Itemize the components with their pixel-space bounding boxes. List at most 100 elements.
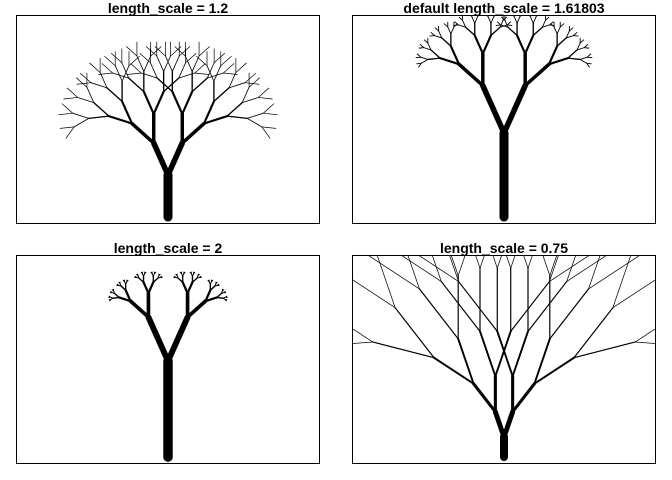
tree-branch	[434, 27, 440, 32]
tree-branch	[76, 82, 92, 85]
tree-branch	[527, 280, 568, 332]
tree-branch	[573, 35, 579, 37]
tree-branch	[353, 279, 396, 309]
tree-branch	[80, 72, 92, 84]
tree-panel-length-scale-0-75: length_scale = 0.75	[352, 240, 656, 476]
tree-branch	[634, 328, 655, 343]
tree-branch	[565, 30, 570, 39]
tree-branch	[121, 100, 134, 125]
tree-branch	[419, 256, 459, 282]
tree-branch	[116, 283, 119, 286]
tree-branch	[511, 330, 529, 378]
tree-branch	[136, 55, 145, 72]
tree-branch	[121, 62, 130, 79]
tree-branch	[549, 256, 559, 282]
tree-panel-length-scale-2: length_scale = 2	[16, 240, 320, 476]
tree-branch	[150, 46, 162, 57]
tree-branch	[496, 21, 502, 26]
tree-branch	[427, 57, 441, 61]
tree-branch	[451, 256, 459, 276]
tree-branch	[90, 82, 108, 89]
tree-branch	[112, 72, 130, 79]
tree-branch	[191, 55, 200, 72]
tree-branch	[586, 62, 590, 68]
tree-branch	[438, 57, 461, 66]
tree-branch	[98, 72, 114, 75]
tree-branch	[165, 140, 186, 178]
tree-branch	[443, 23, 449, 28]
fractal-tree-drawing	[353, 256, 655, 461]
tree-branch	[368, 256, 420, 290]
tree-branch	[504, 19, 509, 28]
tree-branch	[506, 24, 513, 26]
tree-branch	[173, 275, 176, 278]
plot-area	[16, 255, 320, 464]
tree-branch	[185, 53, 197, 64]
tree-branch	[72, 112, 90, 119]
tree-branch	[213, 65, 222, 82]
tree-branch	[121, 65, 130, 82]
tree-branch	[165, 314, 191, 364]
tree-branch	[529, 16, 534, 24]
tree-branch	[58, 112, 74, 116]
tree-branch	[226, 101, 243, 117]
tree-branch	[523, 62, 551, 88]
tree-branch	[377, 256, 396, 309]
tree-branch	[142, 90, 155, 115]
tree-branch	[553, 26, 558, 35]
tree-branch	[120, 285, 127, 291]
tree-branch	[228, 72, 237, 89]
tree-branch	[216, 292, 223, 299]
panel-title: default length_scale = 1.61803	[403, 0, 605, 16]
tree-branch	[586, 53, 592, 58]
tree-branch	[235, 62, 247, 73]
tree-branch	[163, 55, 171, 72]
tree-branch	[184, 55, 193, 72]
tree-branch	[579, 39, 585, 44]
tree-branch	[556, 37, 567, 47]
tree-branch	[93, 101, 110, 117]
tree-branch	[152, 277, 159, 283]
tree-branch	[112, 296, 120, 299]
tree-branch	[204, 296, 218, 303]
tree-branch	[137, 274, 140, 279]
tree-branch	[549, 21, 554, 26]
tree-branch	[211, 279, 214, 282]
tree-branch	[416, 62, 422, 65]
tree-branch	[573, 307, 614, 359]
tree-branch	[550, 23, 555, 28]
tree-branch	[134, 275, 137, 278]
tree-branch	[394, 307, 435, 359]
tree-branch	[501, 82, 528, 136]
tree-branch	[612, 256, 631, 309]
tree-branch	[110, 291, 113, 294]
tree-branch	[257, 87, 270, 98]
tree-branch	[588, 256, 640, 290]
tree-branch	[197, 273, 200, 276]
tree-branch	[507, 26, 518, 37]
tree-branch	[145, 314, 171, 364]
tree-branch	[450, 26, 455, 35]
tree-branch	[106, 87, 123, 103]
tree-branch	[262, 103, 275, 114]
tree-branch	[487, 16, 492, 24]
tree-branch	[86, 86, 95, 104]
tree-branch	[196, 276, 201, 279]
tree-branch	[457, 62, 485, 88]
tree-branch	[516, 16, 521, 24]
tree-branch	[88, 115, 110, 120]
tree-branch	[420, 59, 429, 64]
tree-branch	[547, 57, 570, 66]
tree-branch	[124, 289, 132, 303]
tree-branch	[61, 103, 74, 114]
tree-branch	[401, 256, 442, 282]
tree-branch	[481, 34, 492, 55]
tree-branch	[542, 256, 551, 276]
tree-branch	[475, 256, 481, 269]
tree-branch	[457, 337, 475, 385]
tree-branch	[206, 62, 215, 79]
tree-branch	[193, 271, 196, 274]
tree-branch	[244, 82, 260, 85]
tree-branch	[500, 16, 506, 21]
tree-branch	[612, 279, 655, 309]
